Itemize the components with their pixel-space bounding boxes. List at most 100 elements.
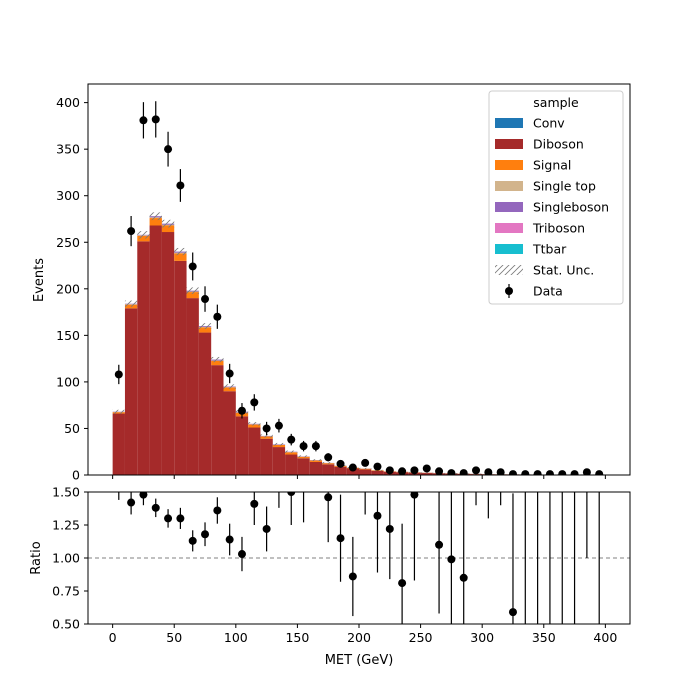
ratio-point (410, 492, 419, 499)
ratio-y-ticks: 0.50 0.75 1.00 1.25 1.50 (52, 485, 88, 632)
bar-diboson (297, 458, 310, 475)
data-point (188, 262, 197, 271)
stat-unc-bin (137, 231, 150, 239)
y-tick-label: 300 (56, 188, 80, 203)
stat-unc-bin (223, 384, 236, 389)
ratio-point (336, 534, 345, 543)
ratio-point (176, 514, 185, 523)
ratio-point (497, 316, 505, 324)
legend-swatch (495, 181, 523, 191)
data-point (459, 469, 468, 475)
data-point (410, 466, 419, 475)
data-point (348, 463, 357, 472)
ratio-point (398, 579, 407, 588)
ratio-point (558, 356, 566, 364)
ratio-y-tick-label: 0.75 (52, 584, 80, 599)
bar-signal (161, 225, 175, 233)
bar-signal (211, 360, 224, 366)
bar-signal (260, 436, 273, 439)
bar-diboson (322, 464, 335, 475)
data-point (176, 181, 185, 190)
stat-unc-bin (248, 422, 261, 426)
bar-diboson (198, 332, 212, 475)
ratio-point (213, 506, 222, 515)
ratio-point (151, 503, 160, 512)
bar-diboson (137, 241, 150, 475)
ratio-point (275, 475, 283, 483)
bar-diboson (371, 470, 384, 475)
stat-unc-bin (309, 459, 323, 462)
data-point (311, 442, 320, 451)
bar-diboson (211, 365, 224, 475)
bar-signal (272, 444, 286, 448)
stat-unc-bin (186, 287, 199, 294)
legend-swatch (495, 160, 523, 170)
data-point (361, 458, 370, 467)
ratio-point (447, 555, 456, 564)
legend-label: Single top (533, 179, 596, 194)
ratio-point (521, 462, 529, 470)
bar-diboson (112, 413, 125, 475)
ratio-point (348, 572, 357, 581)
legend-data-marker (505, 287, 513, 295)
data-point (237, 406, 246, 415)
y-tick-label: 0 (72, 468, 80, 483)
main-panel: 0 50 100 150 200 250 300 350 400 Events (32, 83, 631, 483)
bar-signal (285, 452, 298, 455)
ratio-point (287, 492, 296, 496)
y-tick-label: 400 (56, 95, 80, 110)
legend-label: Conv (533, 116, 565, 131)
stat-unc-bin (161, 219, 175, 228)
x-tick-label: 300 (470, 630, 494, 645)
legend-label: Singleboson (533, 200, 609, 215)
ratio-x-ticks: 0 50 100 150 200 250 300 350 400 (109, 624, 617, 645)
legend: sample Conv Diboson Signal Single top Singleb… (488, 90, 624, 305)
data-point (250, 398, 259, 407)
legend-label: Diboson (533, 137, 584, 152)
data-point (225, 369, 234, 378)
data-point (139, 116, 148, 125)
bar-diboson (186, 298, 199, 475)
data-point (472, 466, 481, 475)
ratio-point (201, 530, 210, 539)
bar-signal (198, 327, 212, 333)
bar-signal (174, 253, 187, 261)
stat-unc-bin (124, 300, 138, 307)
ratio-point (423, 369, 431, 377)
stat-unc-bin (285, 450, 298, 453)
legend-swatch (495, 223, 523, 233)
legend-swatch (495, 118, 523, 128)
ratio-point (300, 481, 308, 489)
stat-unc-bin (272, 442, 286, 446)
bar-diboson (149, 225, 162, 475)
bar-diboson (260, 438, 273, 475)
ratio-point (164, 514, 173, 523)
bar-diboson (124, 308, 138, 475)
x-tick-label: 150 (285, 630, 309, 645)
main-y-axis-label: Events (32, 258, 47, 302)
y-tick-label: 350 (56, 142, 80, 157)
stat-unc-bin (112, 409, 125, 414)
ratio-point (127, 498, 136, 507)
ratio-points (118, 290, 600, 624)
ratio-point (225, 535, 234, 544)
ratio-point (534, 435, 542, 443)
bar-signal (149, 218, 162, 226)
bar-diboson (420, 473, 433, 475)
ratio-point (484, 382, 492, 390)
stat-unc-bin (198, 323, 212, 329)
data-point (398, 467, 407, 475)
y-tick-label: 250 (56, 235, 80, 250)
bar-diboson (272, 447, 286, 475)
y-tick-label: 200 (56, 281, 80, 296)
ratio-point (435, 540, 444, 549)
ratio-point (508, 608, 517, 617)
main-y-ticks: 0 50 100 150 200 250 300 350 400 (56, 95, 88, 483)
ratio-point (472, 290, 480, 298)
legend-label: Triboson (532, 221, 585, 236)
data-point (336, 459, 345, 468)
ratio-y-tick-label: 0.50 (52, 617, 80, 632)
data-point (213, 312, 222, 321)
bar-diboson (235, 416, 249, 475)
